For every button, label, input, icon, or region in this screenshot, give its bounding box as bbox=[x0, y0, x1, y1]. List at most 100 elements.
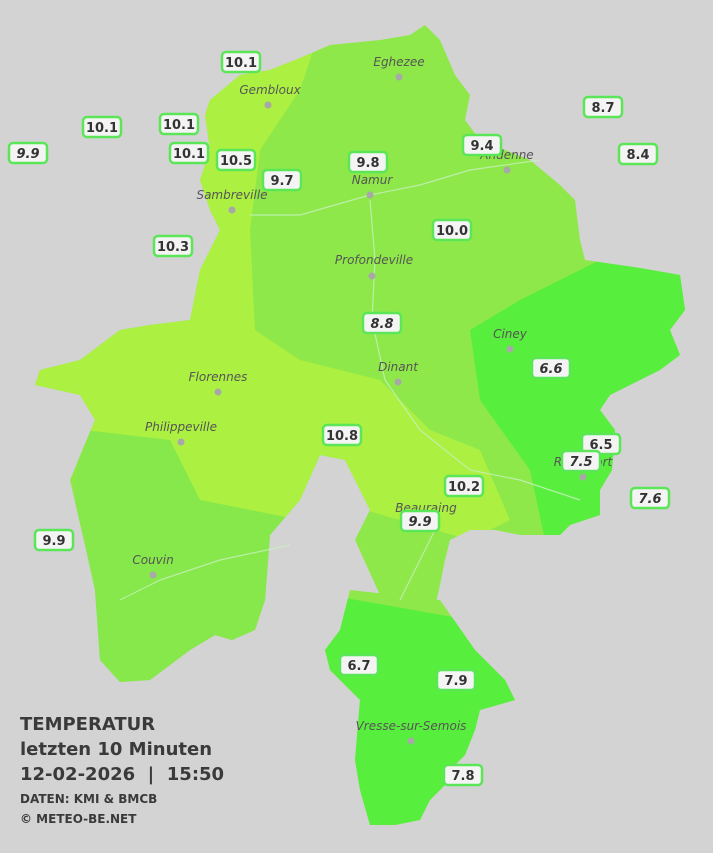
station-value: 6.5 bbox=[589, 438, 612, 453]
station-value: 10.0 bbox=[436, 224, 468, 239]
station-value: 8.4 bbox=[626, 148, 649, 163]
legend-source: DATEN: KMI & BMCB bbox=[20, 792, 157, 806]
legend: TEMPERATUR letzten 10 Minuten 12-02-2026… bbox=[20, 714, 224, 826]
station-box bbox=[629, 486, 671, 510]
station-box bbox=[399, 509, 441, 533]
place-dot bbox=[368, 272, 376, 280]
place-name: Dinant bbox=[378, 360, 419, 374]
station-value: 10.2 bbox=[448, 480, 480, 495]
legend-credit: © METEO-BE.NET bbox=[20, 812, 137, 826]
place-name: Florennes bbox=[189, 370, 248, 384]
station-value: 7.8 bbox=[451, 769, 474, 784]
station-box bbox=[560, 449, 602, 473]
place-dot bbox=[366, 191, 374, 199]
station-box bbox=[220, 50, 262, 74]
station: 10.5 bbox=[215, 148, 257, 172]
station: 10.1 bbox=[158, 112, 200, 136]
station: 8.8 bbox=[361, 311, 403, 335]
station: 10.1 bbox=[168, 141, 210, 165]
station-value: 9.9 bbox=[42, 534, 65, 549]
station-value: 10.1 bbox=[163, 118, 195, 133]
station-value: 9.8 bbox=[356, 156, 379, 171]
place-name: Eghezee bbox=[373, 55, 424, 69]
place-name: Philippeville bbox=[145, 420, 217, 434]
station-box bbox=[530, 356, 572, 380]
station-box bbox=[582, 95, 624, 119]
station-box bbox=[338, 653, 380, 677]
station-box bbox=[321, 423, 363, 447]
place-name: Sambreville bbox=[196, 188, 267, 202]
place-dot bbox=[214, 388, 222, 396]
station: 7.5 bbox=[560, 449, 602, 473]
station-box bbox=[215, 148, 257, 172]
place-dot bbox=[264, 101, 272, 109]
station-box bbox=[431, 218, 473, 242]
legend-datetime: 12-02-2026 | 15:50 bbox=[20, 764, 224, 785]
station-value: 9.9 bbox=[16, 147, 39, 162]
station-value: 10.1 bbox=[86, 121, 118, 136]
station: 8.4 bbox=[617, 142, 659, 166]
station: 9.8 bbox=[347, 150, 389, 174]
station-box bbox=[443, 474, 485, 498]
station-box bbox=[361, 311, 403, 335]
place-dot bbox=[506, 345, 514, 353]
station-box bbox=[261, 168, 303, 192]
station-box bbox=[442, 763, 484, 787]
station: 9.9 bbox=[399, 509, 441, 533]
station: 10.1 bbox=[220, 50, 262, 74]
place-name: Profondeville bbox=[335, 253, 413, 267]
station-box bbox=[152, 234, 194, 258]
station-box bbox=[7, 141, 49, 165]
station: 6.6 bbox=[530, 356, 572, 380]
station-value: 7.5 bbox=[569, 455, 592, 470]
station-value: 7.6 bbox=[638, 492, 661, 507]
rivers bbox=[119, 159, 581, 601]
station-box bbox=[168, 141, 210, 165]
place-dot bbox=[149, 571, 157, 579]
station-value: 9.7 bbox=[270, 174, 293, 189]
station-box bbox=[347, 150, 389, 174]
place-dot bbox=[177, 438, 185, 446]
station: 9.9 bbox=[33, 528, 75, 552]
station: 7.9 bbox=[435, 668, 477, 692]
station-box bbox=[435, 668, 477, 692]
legend-title: TEMPERATUR bbox=[20, 714, 155, 735]
station: 7.6 bbox=[629, 486, 671, 510]
station-value: 9.4 bbox=[470, 139, 493, 154]
place-dot bbox=[228, 206, 236, 214]
place-dot bbox=[579, 473, 587, 481]
station-box bbox=[617, 142, 659, 166]
station: 9.7 bbox=[261, 168, 303, 192]
station: 8.7 bbox=[582, 95, 624, 119]
station-value: 10.8 bbox=[326, 429, 358, 444]
station-box bbox=[33, 528, 75, 552]
station-value: 7.9 bbox=[444, 674, 467, 689]
station: 10.2 bbox=[443, 474, 485, 498]
station-box bbox=[158, 112, 200, 136]
station: 9.4 bbox=[461, 133, 503, 157]
place-dot bbox=[407, 737, 415, 745]
station-box bbox=[81, 115, 123, 139]
station-value: 10.1 bbox=[173, 147, 205, 162]
station-value: 6.6 bbox=[539, 362, 562, 377]
station: 10.0 bbox=[431, 218, 473, 242]
station: 10.1 bbox=[81, 115, 123, 139]
station: 9.9 bbox=[7, 141, 49, 165]
station: 10.8 bbox=[321, 423, 363, 447]
station-value: 10.5 bbox=[220, 154, 252, 169]
station-value: 9.9 bbox=[408, 515, 431, 530]
station: 7.8 bbox=[442, 763, 484, 787]
station-box bbox=[461, 133, 503, 157]
zone-mid-sw bbox=[60, 430, 300, 700]
place-name: Gembloux bbox=[239, 83, 301, 97]
place-name: Ciney bbox=[493, 327, 528, 341]
place-name: Vresse-sur-Semois bbox=[356, 719, 467, 733]
station-value: 10.1 bbox=[225, 56, 257, 71]
station: 6.7 bbox=[338, 653, 380, 677]
place-name: Namur bbox=[352, 173, 394, 187]
station-value: 10.3 bbox=[157, 240, 189, 255]
place-dot bbox=[503, 166, 511, 174]
station-value: 8.7 bbox=[591, 101, 614, 116]
